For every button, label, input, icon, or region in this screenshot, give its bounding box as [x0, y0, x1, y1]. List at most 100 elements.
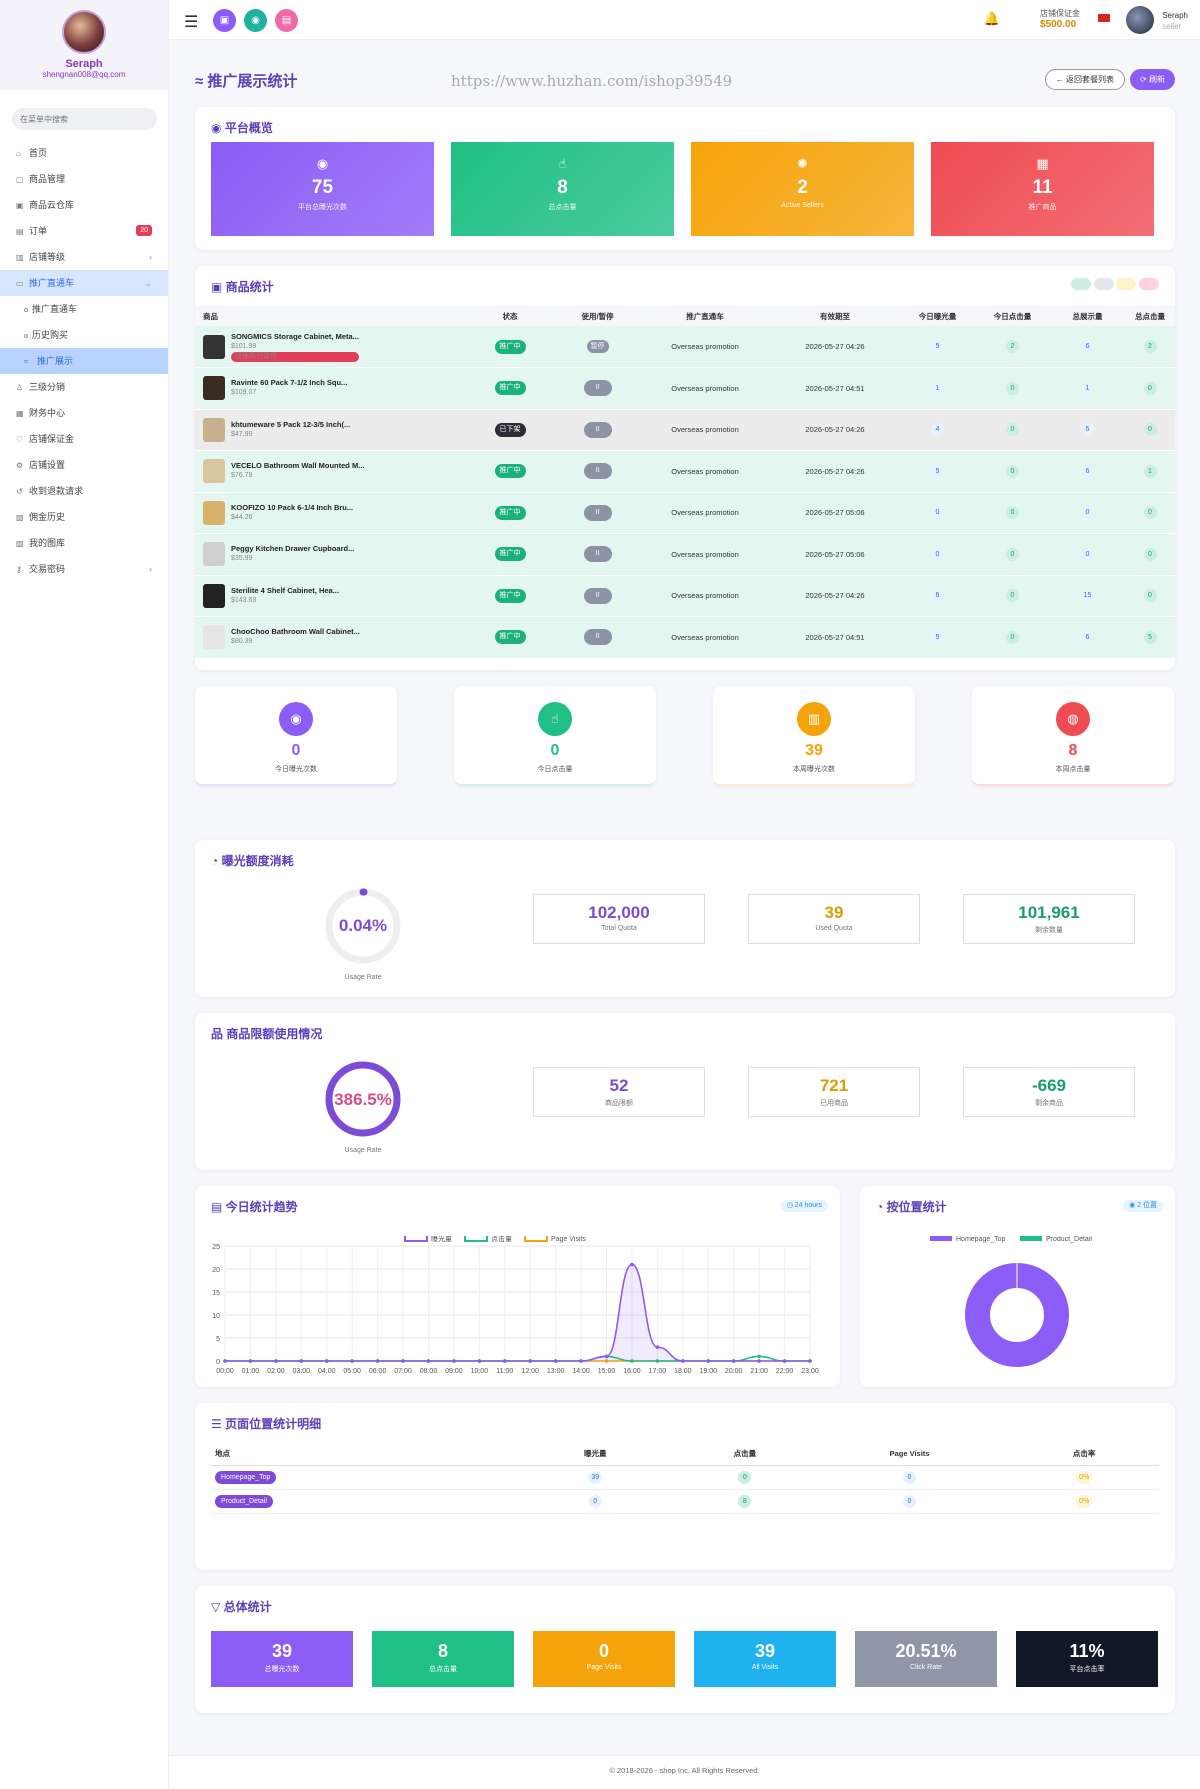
- sidebar-item[interactable]: ▣ 商品云仓库: [0, 192, 168, 218]
- shop-icon[interactable]: ▤: [275, 9, 298, 32]
- data-point[interactable]: [350, 1359, 354, 1363]
- data-point[interactable]: [630, 1262, 634, 1267]
- pause-toggle-button[interactable]: II: [583, 629, 612, 646]
- sidebar-subitem[interactable]: 推广直通车: [0, 296, 168, 322]
- user-avatar[interactable]: [1126, 6, 1154, 34]
- sidebar-subitem[interactable]: ≈ 推广展示: [0, 348, 168, 374]
- sidebar-item[interactable]: ♙ 三级分销: [0, 374, 168, 400]
- legend-label[interactable]: Product_Detail: [1046, 1236, 1092, 1243]
- table-row[interactable]: Sterilite 4 Shelf Cabinet, Hea... $143.63…: [195, 575, 1175, 617]
- pause-toggle-button[interactable]: II: [583, 463, 612, 480]
- data-point[interactable]: [757, 1354, 761, 1359]
- product-name[interactable]: SONGMICS Storage Cabinet, Meta...: [231, 331, 359, 341]
- filter-dots[interactable]: [1071, 278, 1159, 292]
- data-point[interactable]: [528, 1359, 533, 1363]
- data-point[interactable]: [655, 1345, 660, 1349]
- legend-swatch[interactable]: [404, 1236, 428, 1242]
- sidebar-item[interactable]: ↺ 收到退款请求: [0, 478, 168, 504]
- sidebar-item[interactable]: ♡ 店铺保证金: [0, 426, 168, 452]
- data-point[interactable]: [757, 1359, 761, 1363]
- pause-toggle-button[interactable]: II: [583, 504, 612, 521]
- menu-search-input[interactable]: [12, 108, 157, 130]
- legend-label[interactable]: Page Visits: [551, 1236, 586, 1243]
- pause-toggle-button[interactable]: II: [583, 421, 612, 438]
- globe-icon[interactable]: ◉: [244, 9, 267, 32]
- data-point[interactable]: [604, 1359, 609, 1363]
- table-row[interactable]: VECELO Bathroom Wall Mounted M... $76.79 推…: [195, 450, 1175, 493]
- sidebar-item[interactable]: ▧ 佣金历史: [0, 504, 168, 530]
- data-point[interactable]: [401, 1359, 405, 1363]
- sidebar-item[interactable]: ▭ 推广直通车 ⌄: [0, 270, 168, 296]
- data-point[interactable]: [604, 1354, 609, 1359]
- data-point[interactable]: [248, 1359, 253, 1363]
- data-point[interactable]: [731, 1359, 736, 1363]
- table-row[interactable]: ChooChoo Bathroom Wall Cabinet... $80.39 推…: [195, 616, 1175, 659]
- legend-label[interactable]: 点击量: [491, 1236, 512, 1243]
- menu-toggle-icon[interactable]: ☰: [184, 14, 199, 31]
- product-thumbnail[interactable]: [203, 583, 225, 608]
- user-menu[interactable]: Seraph seller: [1162, 10, 1188, 32]
- data-point[interactable]: [706, 1359, 711, 1363]
- product-name[interactable]: khtumeware 5 Pack 12-3/5 Inch(...: [231, 419, 351, 429]
- data-point[interactable]: [782, 1359, 787, 1363]
- sidebar-item[interactable]: ⚙ 店铺设置: [0, 452, 168, 478]
- product-name[interactable]: Peggy Kitchen Drawer Cupboard...: [231, 544, 355, 554]
- table-row[interactable]: khtumeware 5 Pack 12-3/5 Inch(... $47.99 已…: [195, 409, 1175, 451]
- avatar[interactable]: [62, 10, 106, 54]
- legend-swatch[interactable]: [464, 1236, 488, 1242]
- data-point[interactable]: [477, 1359, 482, 1363]
- data-point[interactable]: [223, 1359, 227, 1363]
- sidebar-item[interactable]: ▦ 财务中心: [0, 400, 168, 426]
- data-point[interactable]: [808, 1359, 812, 1363]
- sidebar-item[interactable]: ▥ 店铺等级 ›: [0, 244, 168, 270]
- data-point[interactable]: [553, 1359, 558, 1363]
- trend-range-pill[interactable]: ◷ 24 hours: [780, 1200, 828, 1212]
- deposit-widget[interactable]: 店铺保证金 $500.00: [1040, 8, 1080, 30]
- data-point[interactable]: [579, 1359, 583, 1363]
- product-thumbnail[interactable]: [203, 459, 225, 484]
- table-row[interactable]: Product_Detail 0 8 0 0%: [211, 1489, 1159, 1514]
- legend-label[interactable]: 曝光量: [431, 1236, 452, 1243]
- table-row[interactable]: Homepage_Top 39 0 0 0%: [211, 1465, 1159, 1490]
- data-point[interactable]: [426, 1359, 431, 1363]
- sidebar-item[interactable]: ▢ 商品管理: [0, 166, 168, 192]
- data-point[interactable]: [375, 1359, 380, 1363]
- product-name[interactable]: Ravinte 60 Pack 7-1/2 Inch Squ...: [231, 378, 348, 388]
- data-point[interactable]: [630, 1359, 634, 1363]
- legend-swatch[interactable]: [524, 1236, 548, 1242]
- pause-toggle-button[interactable]: II: [583, 380, 612, 397]
- pause-toggle-button[interactable]: II: [583, 587, 612, 604]
- data-point[interactable]: [502, 1359, 507, 1363]
- bell-icon[interactable]: 🔔: [983, 11, 1000, 26]
- product-thumbnail[interactable]: [203, 417, 225, 442]
- data-point[interactable]: [299, 1359, 304, 1363]
- data-point[interactable]: [324, 1359, 329, 1363]
- flag-icon[interactable]: [1098, 14, 1110, 22]
- product-thumbnail[interactable]: [203, 376, 225, 401]
- product-thumbnail[interactable]: [203, 625, 225, 650]
- table-row[interactable]: Ravinte 60 Pack 7-1/2 Inch Squ... $109.07…: [195, 367, 1175, 410]
- sidebar-item[interactable]: ⌂ 首页: [0, 140, 168, 166]
- data-point[interactable]: [655, 1359, 660, 1363]
- back-button[interactable]: ← 返回套餐列表: [1044, 69, 1125, 90]
- sidebar-item[interactable]: ⚷ 交易密码 ›: [0, 556, 168, 582]
- product-thumbnail[interactable]: [203, 500, 225, 525]
- data-point[interactable]: [681, 1359, 685, 1363]
- pause-toggle-button[interactable]: II: [583, 546, 612, 563]
- product-thumbnail[interactable]: [203, 542, 225, 567]
- data-point[interactable]: [452, 1359, 456, 1363]
- pause-toggle-button[interactable]: 暂停: [586, 340, 609, 353]
- sidebar-subitem[interactable]: 历史购买: [0, 322, 168, 348]
- table-row[interactable]: Peggy Kitchen Drawer Cupboard... $35.99 推广…: [195, 533, 1175, 576]
- store-icon[interactable]: ▣: [213, 9, 236, 32]
- position-count-pill[interactable]: ◉ 2 位置: [1123, 1200, 1163, 1212]
- table-row[interactable]: KOOFIZO 10 Pack 6-1/4 Inch Bru... $44.26 推…: [195, 492, 1175, 534]
- product-name[interactable]: KOOFIZO 10 Pack 6-1/4 Inch Bru...: [231, 502, 354, 512]
- data-point[interactable]: [274, 1359, 278, 1363]
- legend-label[interactable]: Homepage_Top: [956, 1236, 1006, 1243]
- product-name[interactable]: Sterilite 4 Shelf Cabinet, Hea...: [231, 585, 339, 595]
- legend-swatch[interactable]: [1020, 1236, 1042, 1241]
- product-name[interactable]: ChooChoo Bathroom Wall Cabinet...: [231, 627, 360, 637]
- sidebar-item[interactable]: ▤ 订单 20: [0, 218, 168, 244]
- sidebar-item[interactable]: ▨ 我的图库: [0, 530, 168, 556]
